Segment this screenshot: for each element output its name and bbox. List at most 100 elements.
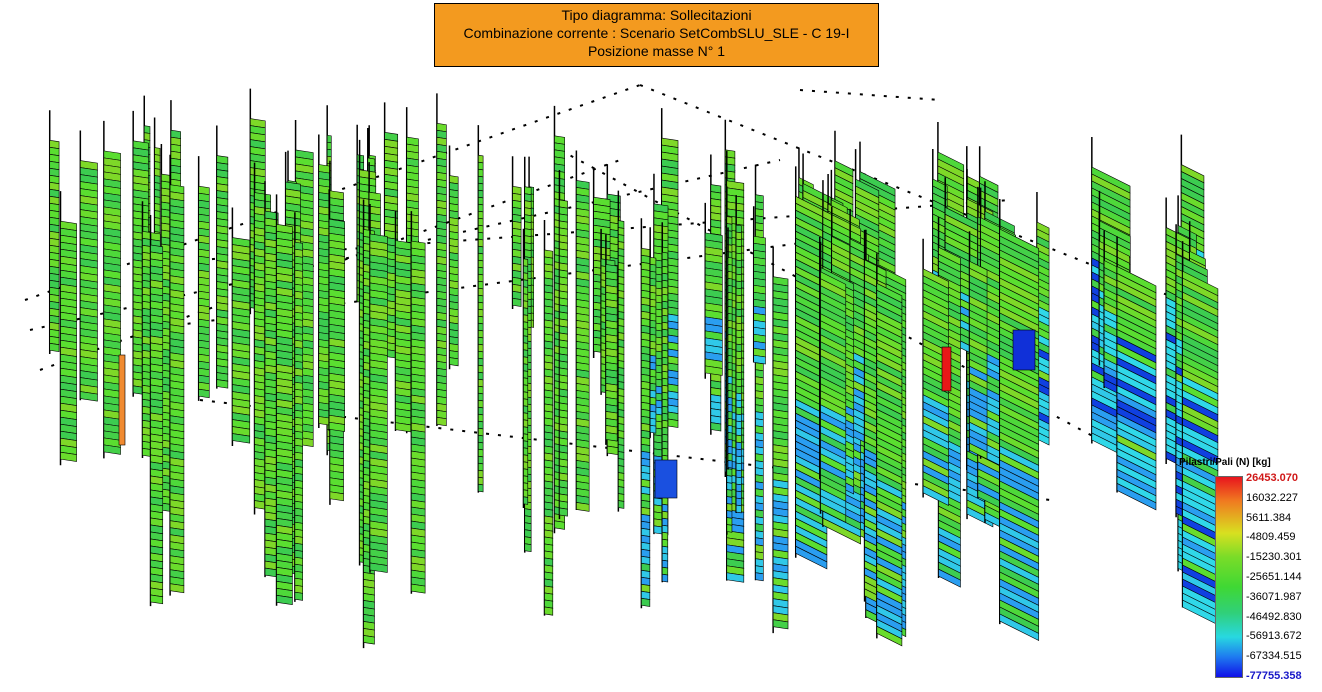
column-stress-slice	[618, 311, 625, 320]
column-stress-slice	[726, 475, 733, 484]
column-stress-slice	[328, 421, 345, 432]
column-stress-slice	[478, 196, 484, 206]
column-stress-slice	[727, 404, 733, 413]
column-stress-slice	[618, 297, 625, 306]
column-stress-slice	[727, 257, 733, 266]
column-stress-slice	[523, 496, 529, 505]
column-stress-slice	[710, 422, 722, 432]
column-stress-slice	[523, 426, 529, 435]
column-stress-slice	[922, 485, 949, 506]
column-stress-slice	[318, 416, 331, 426]
column-stress-slice	[449, 357, 459, 367]
column-stress-slice	[735, 252, 742, 262]
column-stress-slice	[735, 322, 742, 332]
column-stress-slice	[478, 224, 484, 234]
column-stress-slice	[735, 483, 742, 493]
column-stress-slice	[618, 423, 625, 432]
column-stress-slice	[726, 468, 733, 477]
column-stress-slice	[478, 343, 484, 353]
column-stress-slice	[605, 432, 618, 442]
column-stress-slice	[523, 349, 529, 358]
column-stress-slice	[649, 270, 657, 280]
column-stress-slice	[618, 402, 625, 411]
column-stress-slice	[524, 543, 532, 553]
column-stress-slice	[726, 524, 733, 533]
column-stress-slice	[618, 269, 625, 278]
column-stress-slice	[478, 364, 484, 374]
column-stress-slice	[478, 245, 484, 255]
column-stress-slice	[727, 411, 733, 420]
column-stress-slice	[524, 242, 532, 252]
column-stress-slice	[735, 329, 742, 339]
column-stress-slice	[154, 189, 161, 198]
column-stress-slice	[735, 259, 742, 269]
column-stress-slice	[661, 321, 669, 331]
column-stress-slice	[618, 227, 625, 236]
column-stress-slice	[727, 425, 733, 434]
column-stress-slice	[726, 496, 733, 505]
column-stress-slice	[154, 182, 161, 191]
column-stress-slice	[143, 125, 151, 134]
column-stress-slice	[822, 517, 861, 545]
legend-label: -77755.358	[1246, 670, 1302, 682]
column-stress-slice	[726, 482, 733, 491]
column-stress-slice	[618, 353, 625, 362]
column-stress-slice	[618, 472, 625, 481]
column-stress-slice	[618, 458, 625, 467]
column-stress-slice	[618, 465, 625, 474]
column-stress-slice	[661, 307, 669, 317]
column-stress-slice	[649, 298, 657, 308]
column-stress-slice	[649, 368, 657, 378]
column-stress-slice	[661, 265, 669, 275]
column-stress-slice	[232, 433, 251, 444]
column-stress-slice	[735, 343, 742, 353]
column-stress-slice	[478, 455, 484, 465]
column-stress-slice	[661, 545, 669, 555]
column-stress-slice	[661, 510, 669, 520]
column-stress-slice	[999, 613, 1040, 641]
column-stress-slice	[969, 442, 988, 460]
column-stress-slice	[618, 290, 625, 299]
column-stress-slice	[154, 161, 161, 170]
column-stress-slice	[478, 371, 484, 381]
column-stress-slice	[735, 280, 742, 290]
column-stress-slice	[649, 256, 657, 266]
column-stress-slice	[735, 357, 742, 367]
column-stress-slice	[524, 186, 532, 196]
column-stress-slice	[523, 328, 529, 337]
column-stress-slice	[735, 385, 742, 395]
column-stress-slice	[618, 367, 625, 376]
column-stress-slice	[876, 625, 903, 647]
column-stress-slice	[154, 196, 161, 205]
column-stress-slice	[661, 384, 669, 394]
column-stress-slice	[523, 335, 529, 344]
column-stress-slice	[735, 224, 742, 234]
column-stress-slice	[329, 491, 344, 502]
column-stress-slice	[618, 437, 625, 446]
column-stress-slice	[478, 392, 484, 402]
column-stress-slice	[649, 277, 657, 287]
column-stress-slice	[524, 207, 532, 217]
column-stress-slice	[478, 476, 484, 486]
column-stress-slice	[478, 448, 484, 458]
legend-label: -25651.144	[1246, 571, 1302, 583]
column-stress-slice	[523, 314, 529, 323]
column-stress-slice	[661, 447, 669, 457]
column-stress-slice	[727, 460, 733, 469]
column-stress-slice	[649, 424, 657, 434]
column-stress-slice	[735, 504, 742, 514]
column-stress-slice	[735, 364, 742, 374]
legend-color-bar	[1215, 476, 1243, 678]
column-stress-slice	[154, 203, 161, 212]
column-stress-slice	[478, 315, 484, 325]
column-stress-slice	[523, 307, 529, 316]
column-stress-slice	[753, 354, 766, 365]
column-stress-slice	[649, 417, 657, 427]
column-stress-slice	[735, 462, 742, 472]
column-stress-slice	[478, 294, 484, 304]
column-stress-slice	[649, 333, 657, 343]
column-stress-slice	[727, 446, 733, 455]
column-stress-slice	[478, 210, 484, 220]
legend-label: -4809.459	[1246, 531, 1296, 544]
